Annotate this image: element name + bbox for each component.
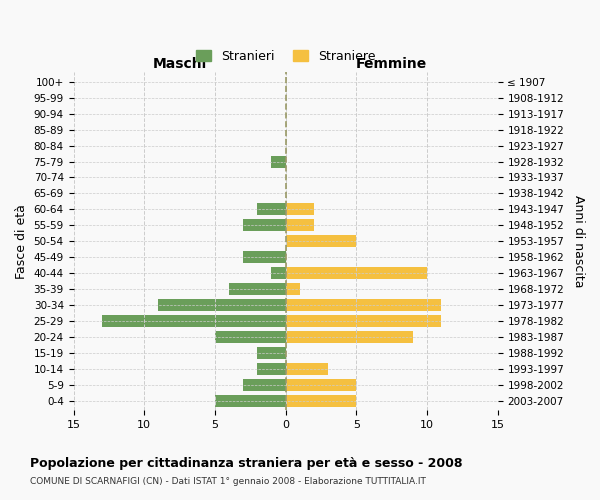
Bar xyxy=(286,267,427,279)
Bar xyxy=(271,267,286,279)
Bar xyxy=(229,283,286,295)
Bar xyxy=(286,331,413,343)
Bar xyxy=(257,363,286,375)
Legend: Stranieri, Straniere: Stranieri, Straniere xyxy=(191,44,380,68)
Bar xyxy=(243,251,286,263)
Bar xyxy=(286,283,300,295)
Text: Maschi: Maschi xyxy=(152,56,206,70)
Y-axis label: Fasce di età: Fasce di età xyxy=(15,204,28,279)
Bar xyxy=(215,394,286,406)
Bar xyxy=(243,220,286,232)
Bar xyxy=(286,220,314,232)
Bar xyxy=(286,204,314,216)
Bar xyxy=(102,315,286,327)
Bar xyxy=(286,299,441,311)
Bar xyxy=(286,363,328,375)
Bar xyxy=(286,315,441,327)
Bar xyxy=(286,394,356,406)
Bar xyxy=(158,299,286,311)
Bar xyxy=(286,379,356,390)
Bar xyxy=(286,236,356,247)
Bar xyxy=(215,331,286,343)
Y-axis label: Anni di nascita: Anni di nascita xyxy=(572,195,585,288)
Bar xyxy=(257,204,286,216)
Bar xyxy=(257,347,286,359)
Bar xyxy=(271,156,286,168)
Text: Femmine: Femmine xyxy=(356,56,427,70)
Text: COMUNE DI SCARNAFIGI (CN) - Dati ISTAT 1° gennaio 2008 - Elaborazione TUTTITALIA: COMUNE DI SCARNAFIGI (CN) - Dati ISTAT 1… xyxy=(30,478,426,486)
Text: Popolazione per cittadinanza straniera per età e sesso - 2008: Popolazione per cittadinanza straniera p… xyxy=(30,458,463,470)
Bar xyxy=(243,379,286,390)
